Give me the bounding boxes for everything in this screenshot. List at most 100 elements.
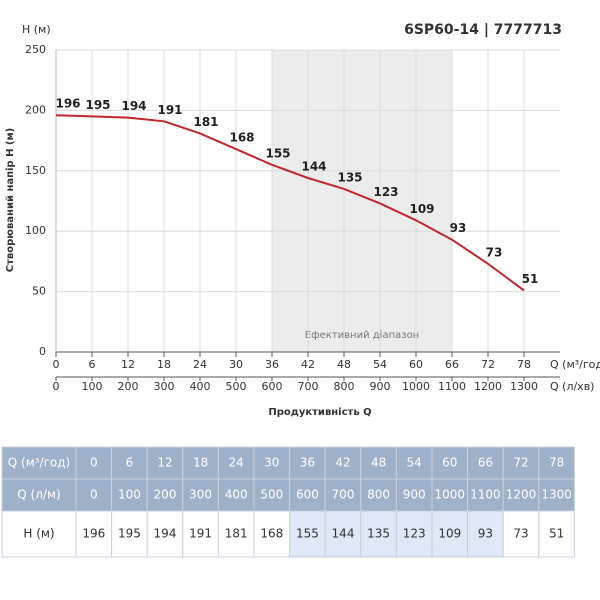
x-tick-label: 24 [193, 358, 207, 371]
table-cell [111, 510, 148, 558]
table-cell [395, 478, 433, 512]
x-tick-label: 0 [53, 358, 60, 371]
x2-tick-label: 1000 [402, 380, 430, 393]
table-cell [217, 446, 255, 480]
y-tick-label: 200 [25, 103, 46, 116]
table-value: 100 [118, 488, 141, 502]
x2-axis-label: Q (л/хв) [550, 380, 594, 393]
data-label: 123 [373, 185, 398, 199]
y-tick-label: 50 [32, 285, 46, 298]
table-value: 191 [189, 527, 212, 541]
x2-tick-label: 700 [298, 380, 319, 393]
x2-tick-label: 300 [154, 380, 175, 393]
table-cell [360, 510, 397, 558]
table-value: 196 [82, 527, 105, 541]
y-tick-label: 100 [25, 224, 46, 237]
table-cell [1, 446, 77, 480]
table-cell [502, 446, 540, 480]
table-value: 500 [260, 488, 283, 502]
table-value: 12 [157, 456, 172, 470]
table-cell [538, 510, 575, 558]
y-axis-title: Створюваний напір H (м) [5, 128, 16, 273]
table-cell [431, 446, 469, 480]
table-cell [75, 446, 113, 480]
table-cell [502, 478, 540, 512]
table-value: 66 [478, 456, 493, 470]
x2-tick-label: 0 [53, 380, 60, 393]
x-tick-label: 18 [157, 358, 171, 371]
table-value: 194 [154, 527, 177, 541]
x2-tick-label: 800 [334, 380, 355, 393]
data-label: 135 [337, 170, 362, 184]
table-value: 30 [264, 456, 279, 470]
table-row-label: H (м) [23, 527, 54, 541]
table-cell [502, 510, 540, 558]
table-value: 24 [229, 456, 244, 470]
x-tick-label: 36 [265, 358, 279, 371]
y-tick-label: 150 [25, 164, 46, 177]
x-tick-label: 54 [373, 358, 387, 371]
data-label: 51 [522, 272, 539, 286]
table-value: 123 [403, 527, 426, 541]
table-value: 0 [90, 488, 98, 502]
x-tick-label: 78 [517, 358, 531, 371]
table-value: 1300 [541, 488, 572, 502]
table-value: 181 [225, 527, 248, 541]
table-value: 18 [193, 456, 208, 470]
x2-tick-label: 600 [262, 380, 283, 393]
table-cell [111, 478, 148, 512]
x-tick-label: 72 [481, 358, 495, 371]
y-tick-label: 250 [25, 43, 46, 56]
table-cell [182, 510, 219, 558]
data-label: 73 [486, 245, 503, 259]
x-tick-label: 30 [229, 358, 243, 371]
table-value: 300 [189, 488, 212, 502]
data-label: 196 [55, 97, 80, 111]
table-row-label: Q (м³/год) [8, 456, 70, 470]
x-tick-label: 60 [409, 358, 423, 371]
table-cell [324, 446, 362, 480]
table-cell [467, 510, 504, 558]
table-value: 144 [332, 527, 355, 541]
table-value: 600 [296, 488, 319, 502]
x-axis-label: Q (м³/год) [550, 358, 600, 371]
x2-tick-label: 1200 [474, 380, 502, 393]
table-value: 0 [90, 456, 98, 470]
x2-tick-label: 200 [118, 380, 139, 393]
table-cell [538, 446, 575, 480]
table-cell [395, 446, 433, 480]
data-line [55, 114, 525, 292]
table-cell [324, 510, 362, 558]
table-value: 155 [296, 527, 319, 541]
table-cell [182, 446, 219, 480]
table-cell [75, 510, 113, 558]
data-label: 191 [157, 103, 182, 117]
table-value: 54 [407, 456, 422, 470]
x-axis-title: Продуктивність Q [268, 407, 371, 418]
data-label: 195 [85, 98, 110, 112]
x-tick-label: 66 [445, 358, 459, 371]
data-label: 155 [265, 146, 290, 160]
data-label: 168 [229, 131, 254, 145]
table-cell [395, 510, 433, 558]
data-label: 93 [450, 221, 467, 235]
table-value: 200 [154, 488, 177, 502]
table-cell [431, 478, 469, 512]
table-value: 1200 [506, 488, 537, 502]
table-value: 109 [438, 527, 461, 541]
table-cell [253, 446, 291, 480]
table-value: 168 [260, 527, 283, 541]
table-value: 1000 [435, 488, 466, 502]
table-value: 78 [549, 456, 564, 470]
table-value: 73 [513, 527, 528, 541]
table-value: 42 [335, 456, 350, 470]
table-cell [217, 510, 255, 558]
table-value: 60 [442, 456, 457, 470]
table-value: 195 [118, 527, 141, 541]
table-cell [538, 478, 575, 512]
x2-tick-label: 900 [370, 380, 391, 393]
table-value: 48 [371, 456, 386, 470]
table-cell [146, 446, 184, 480]
table-value: 800 [367, 488, 390, 502]
table-cell [146, 510, 184, 558]
